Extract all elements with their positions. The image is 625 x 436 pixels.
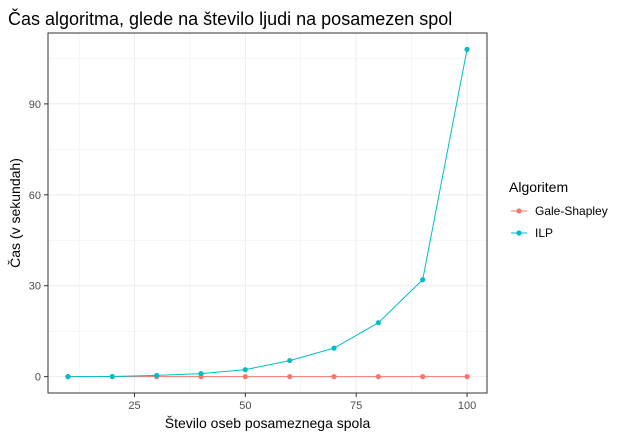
minor-gridlines [48, 33, 487, 393]
y-axis: 0 30 60 90 [29, 99, 48, 384]
data-point-ilp [287, 357, 293, 364]
x-tick-label: 75 [350, 400, 362, 412]
data-point-ilp [109, 373, 115, 380]
y-tick-label: 0 [35, 372, 41, 384]
data-point-ilp [375, 320, 381, 326]
legend-item-ilp: ILP [511, 226, 553, 240]
legend-key-point [516, 208, 522, 214]
legend-label: ILP [535, 226, 553, 240]
data-point-gale-shapley [331, 374, 337, 380]
legend-label: Gale-Shapley [535, 204, 608, 218]
y-tick-label: 30 [29, 281, 41, 293]
x-tick-label: 25 [128, 400, 140, 412]
chart-title: Čas algoritma, glede na število ljudi na… [8, 8, 452, 29]
legend-item-gale-shapley: Gale-Shapley [511, 204, 608, 218]
data-point-ilp [154, 372, 160, 379]
data-point-gale-shapley [242, 374, 248, 380]
legend-key-point [516, 230, 522, 236]
data-point-ilp [420, 277, 426, 283]
legend-title: Algoritem [509, 179, 568, 195]
x-axis-title: Število oseb posameznega spola [165, 415, 371, 431]
data-point-ilp [331, 345, 337, 351]
series-layer [65, 46, 470, 380]
x-tick-label: 50 [239, 400, 251, 412]
plot-panel [47, 32, 488, 394]
data-point-gale-shapley [375, 374, 381, 380]
data-point-ilp [198, 371, 204, 377]
y-tick-label: 60 [29, 190, 41, 202]
data-point-ilp [242, 367, 248, 373]
data-point-ilp [464, 46, 470, 52]
y-axis-title: Čas (v sekundah) [7, 158, 23, 268]
data-point-ilp [65, 374, 71, 380]
data-point-gale-shapley [287, 374, 293, 380]
plot-border [47, 32, 488, 394]
legend-items: Gale-Shapley ILP [511, 204, 608, 240]
data-point-gale-shapley [420, 374, 426, 380]
y-tick-label: 90 [29, 99, 41, 111]
x-tick-label: 100 [458, 400, 476, 412]
series-line-ilp [67, 49, 468, 378]
legend: Algoritem Gale-Shapley ILP [509, 179, 608, 240]
data-point-gale-shapley [464, 374, 470, 380]
x-axis: 25 50 75 100 [128, 393, 476, 412]
